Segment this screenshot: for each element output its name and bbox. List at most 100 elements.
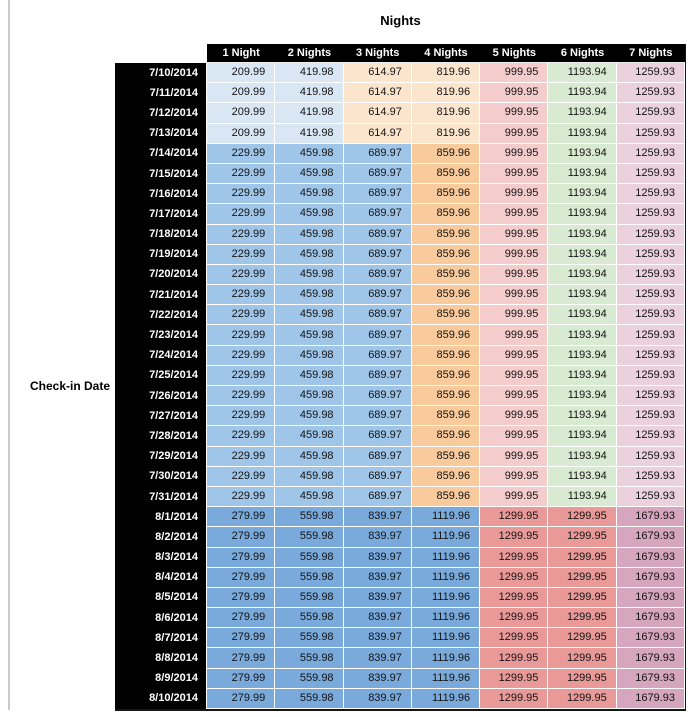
price-cell[interactable]: 459.98 [275,446,344,467]
row-header-date[interactable]: 7/19/2014 [115,244,207,265]
price-cell[interactable]: 459.98 [275,264,344,286]
price-cell[interactable]: 1299.95 [480,507,549,528]
price-cell[interactable]: 1259.93 [616,264,685,286]
price-cell[interactable]: 229.99 [207,224,276,245]
price-cell[interactable]: 229.99 [207,143,276,164]
row-header-date[interactable]: 7/11/2014 [115,83,207,104]
price-cell[interactable]: 209.99 [207,63,276,84]
price-cell[interactable]: 559.98 [275,668,344,689]
row-header-date[interactable]: 8/2/2014 [115,527,207,548]
price-cell[interactable]: 1193.94 [548,103,617,124]
row-header-date[interactable]: 7/16/2014 [115,184,207,205]
row-header-date[interactable]: 8/4/2014 [115,567,207,588]
price-cell[interactable]: 859.96 [411,244,481,265]
price-cell[interactable]: 999.95 [480,386,549,407]
price-cell[interactable]: 689.97 [343,406,412,427]
price-cell[interactable]: 614.97 [343,103,412,124]
price-cell[interactable]: 1259.93 [616,305,685,326]
row-header-date[interactable]: 7/22/2014 [115,305,207,326]
price-cell[interactable]: 859.96 [411,466,481,487]
price-cell[interactable]: 1193.94 [548,264,617,286]
price-cell[interactable]: 559.98 [275,527,344,548]
price-cell[interactable]: 279.99 [207,547,276,568]
price-cell[interactable]: 999.95 [480,204,549,225]
price-cell[interactable]: 1259.93 [616,386,685,407]
price-cell[interactable]: 1193.94 [548,204,617,225]
price-cell[interactable]: 1259.93 [616,184,685,205]
price-cell[interactable]: 279.99 [207,628,276,649]
price-cell[interactable]: 999.95 [480,446,549,467]
price-cell[interactable]: 229.99 [207,345,276,366]
price-cell[interactable]: 459.98 [275,365,344,386]
row-header-date[interactable]: 7/26/2014 [115,386,207,407]
price-cell[interactable]: 459.98 [275,345,344,366]
price-cell[interactable]: 1193.94 [548,426,617,447]
row-header-date[interactable]: 8/3/2014 [115,547,207,568]
price-cell[interactable]: 999.95 [480,285,549,306]
price-cell[interactable]: 859.96 [411,163,481,185]
price-cell[interactable]: 279.99 [207,608,276,629]
price-cell[interactable]: 1193.94 [548,325,617,346]
price-cell[interactable]: 1193.94 [548,63,617,84]
price-cell[interactable]: 689.97 [343,204,412,225]
price-cell[interactable]: 1299.95 [548,587,617,609]
price-cell[interactable]: 1193.94 [548,345,617,366]
price-cell[interactable]: 459.98 [275,426,344,447]
price-cell[interactable]: 999.95 [480,345,549,366]
price-cell[interactable]: 1259.93 [616,466,685,487]
price-cell[interactable]: 229.99 [207,365,276,386]
price-cell[interactable]: 1193.94 [548,285,617,306]
price-cell[interactable]: 859.96 [411,224,481,245]
price-cell[interactable]: 1119.96 [411,628,481,649]
price-cell[interactable]: 1679.93 [616,628,685,649]
price-cell[interactable]: 859.96 [411,426,481,447]
row-header-date[interactable]: 7/20/2014 [115,264,207,286]
price-cell[interactable]: 1259.93 [616,103,685,124]
price-cell[interactable]: 559.98 [275,567,344,588]
price-cell[interactable]: 1259.93 [616,244,685,265]
price-cell[interactable]: 999.95 [480,63,549,84]
price-cell[interactable]: 209.99 [207,103,276,124]
price-cell[interactable]: 819.96 [411,83,481,104]
price-cell[interactable]: 1119.96 [411,547,481,568]
price-cell[interactable]: 839.97 [343,668,412,689]
price-cell[interactable]: 689.97 [343,184,412,205]
price-cell[interactable]: 1679.93 [616,608,685,629]
row-header-date[interactable]: 7/28/2014 [115,426,207,447]
price-cell[interactable]: 559.98 [275,507,344,528]
row-header-date[interactable]: 7/21/2014 [115,285,207,306]
price-cell[interactable]: 859.96 [411,406,481,427]
price-cell[interactable]: 999.95 [480,305,549,326]
price-cell[interactable]: 1193.94 [548,83,617,104]
price-cell[interactable]: 1119.96 [411,507,481,528]
price-cell[interactable]: 1299.95 [548,567,617,588]
price-cell[interactable]: 839.97 [343,648,412,669]
price-cell[interactable]: 689.97 [343,264,412,286]
price-cell[interactable]: 1299.95 [548,688,617,709]
price-cell[interactable]: 229.99 [207,486,276,508]
price-cell[interactable]: 689.97 [343,285,412,306]
price-cell[interactable]: 689.97 [343,345,412,366]
price-cell[interactable]: 559.98 [275,688,344,709]
price-cell[interactable]: 229.99 [207,285,276,306]
price-cell[interactable]: 839.97 [343,567,412,588]
price-cell[interactable]: 459.98 [275,325,344,346]
price-cell[interactable]: 1259.93 [616,406,685,427]
price-cell[interactable]: 1259.93 [616,285,685,306]
price-cell[interactable]: 559.98 [275,628,344,649]
price-cell[interactable]: 1299.95 [480,608,549,629]
price-cell[interactable]: 999.95 [480,486,549,508]
price-cell[interactable]: 859.96 [411,305,481,326]
price-cell[interactable]: 689.97 [343,163,412,185]
row-header-date[interactable]: 7/12/2014 [115,103,207,124]
row-header-date[interactable]: 7/25/2014 [115,365,207,386]
price-cell[interactable]: 999.95 [480,244,549,265]
column-header-7-nights[interactable]: 7 Nights [616,44,685,63]
column-header-2-nights[interactable]: 2 Nights [275,44,344,63]
row-header-date[interactable]: 7/17/2014 [115,204,207,225]
price-cell[interactable]: 459.98 [275,204,344,225]
price-cell[interactable]: 1299.95 [480,587,549,609]
price-cell[interactable]: 1259.93 [616,365,685,386]
price-cell[interactable]: 1299.95 [548,527,617,548]
price-cell[interactable]: 999.95 [480,365,549,386]
